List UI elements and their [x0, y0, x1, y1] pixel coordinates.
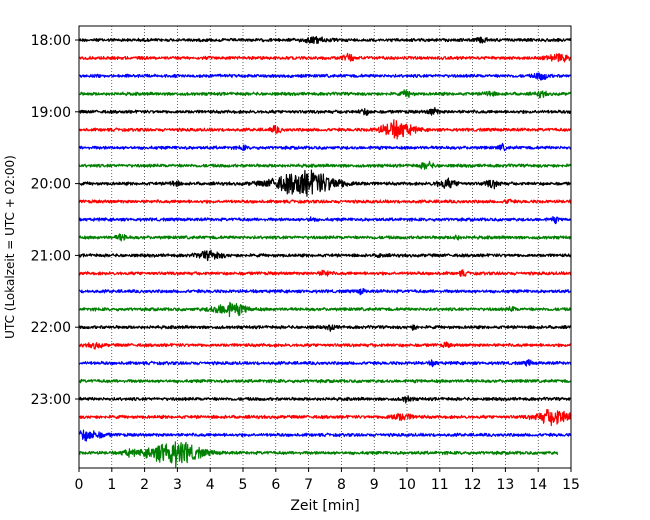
- x-tick-label-8: 8: [337, 477, 346, 493]
- x-tick-label-3: 3: [173, 477, 182, 493]
- x-tick-label-14: 14: [529, 477, 547, 493]
- x-tick-label-15: 15: [562, 477, 580, 493]
- x-tick-label-0: 0: [75, 477, 84, 493]
- x-tick-label-5: 5: [239, 477, 248, 493]
- x-tick-label-7: 7: [304, 477, 313, 493]
- trace-1945: [78, 160, 572, 170]
- x-tick-label-4: 4: [206, 477, 215, 493]
- x-tick-label-9: 9: [370, 477, 379, 493]
- plot-frame: [78, 25, 572, 469]
- trace-2245: [78, 378, 572, 384]
- y-tick-label-2200: 22:00: [31, 320, 71, 336]
- x-axis-ticks: 0 1 2 3 4 5 6 7 8 9 10 11 12 13 14 15: [75, 468, 580, 493]
- trace-2130: [78, 287, 572, 296]
- trace-2330: [78, 429, 572, 442]
- x-tick-label-6: 6: [271, 477, 280, 493]
- trace-2215: [78, 341, 572, 350]
- trace-1900: [78, 106, 572, 116]
- trace-1930: [78, 142, 572, 152]
- y-tick-label-1900: 19:00: [31, 105, 71, 121]
- seismic-traces: [78, 35, 572, 468]
- x-tick-label-2: 2: [140, 477, 149, 493]
- x-tick-label-10: 10: [398, 477, 416, 493]
- trace-2145: [78, 301, 572, 318]
- x-tick-label-1: 1: [107, 477, 116, 493]
- trace-2015: [78, 198, 572, 204]
- trace-1845: [78, 89, 572, 99]
- trace-2000: [78, 169, 572, 197]
- y-axis-label: UTC (Lokalzeit = UTC + 02:00): [3, 155, 17, 339]
- trace-2200: [78, 324, 572, 332]
- trace-2300: [78, 395, 572, 404]
- trace-2230: [78, 359, 572, 368]
- trace-2115: [78, 269, 572, 278]
- y-tick-label-2300: 23:00: [31, 392, 71, 408]
- trace-2100: [78, 249, 572, 262]
- trace-2030: [78, 215, 572, 225]
- trace-2345: [78, 441, 559, 468]
- y-tick-label-1800: 18:00: [31, 33, 71, 49]
- trace-2315: [78, 408, 572, 427]
- y-tick-label-2100: 21:00: [31, 248, 71, 264]
- y-tick-label-2000: 20:00: [31, 177, 71, 193]
- trace-1830: [78, 72, 572, 81]
- trace-1815: [78, 52, 572, 63]
- trace-2045: [78, 233, 572, 242]
- y-axis-ticks: 18:00 19:00 20:00 21:00 22:00 23:00: [31, 33, 79, 408]
- x-tick-label-11: 11: [431, 477, 449, 493]
- x-axis-label: Zeit [min]: [290, 498, 359, 514]
- trace-1800: [78, 35, 572, 45]
- x-tick-label-13: 13: [496, 477, 514, 493]
- trace-1915: [78, 119, 572, 140]
- x-tick-label-12: 12: [464, 477, 482, 493]
